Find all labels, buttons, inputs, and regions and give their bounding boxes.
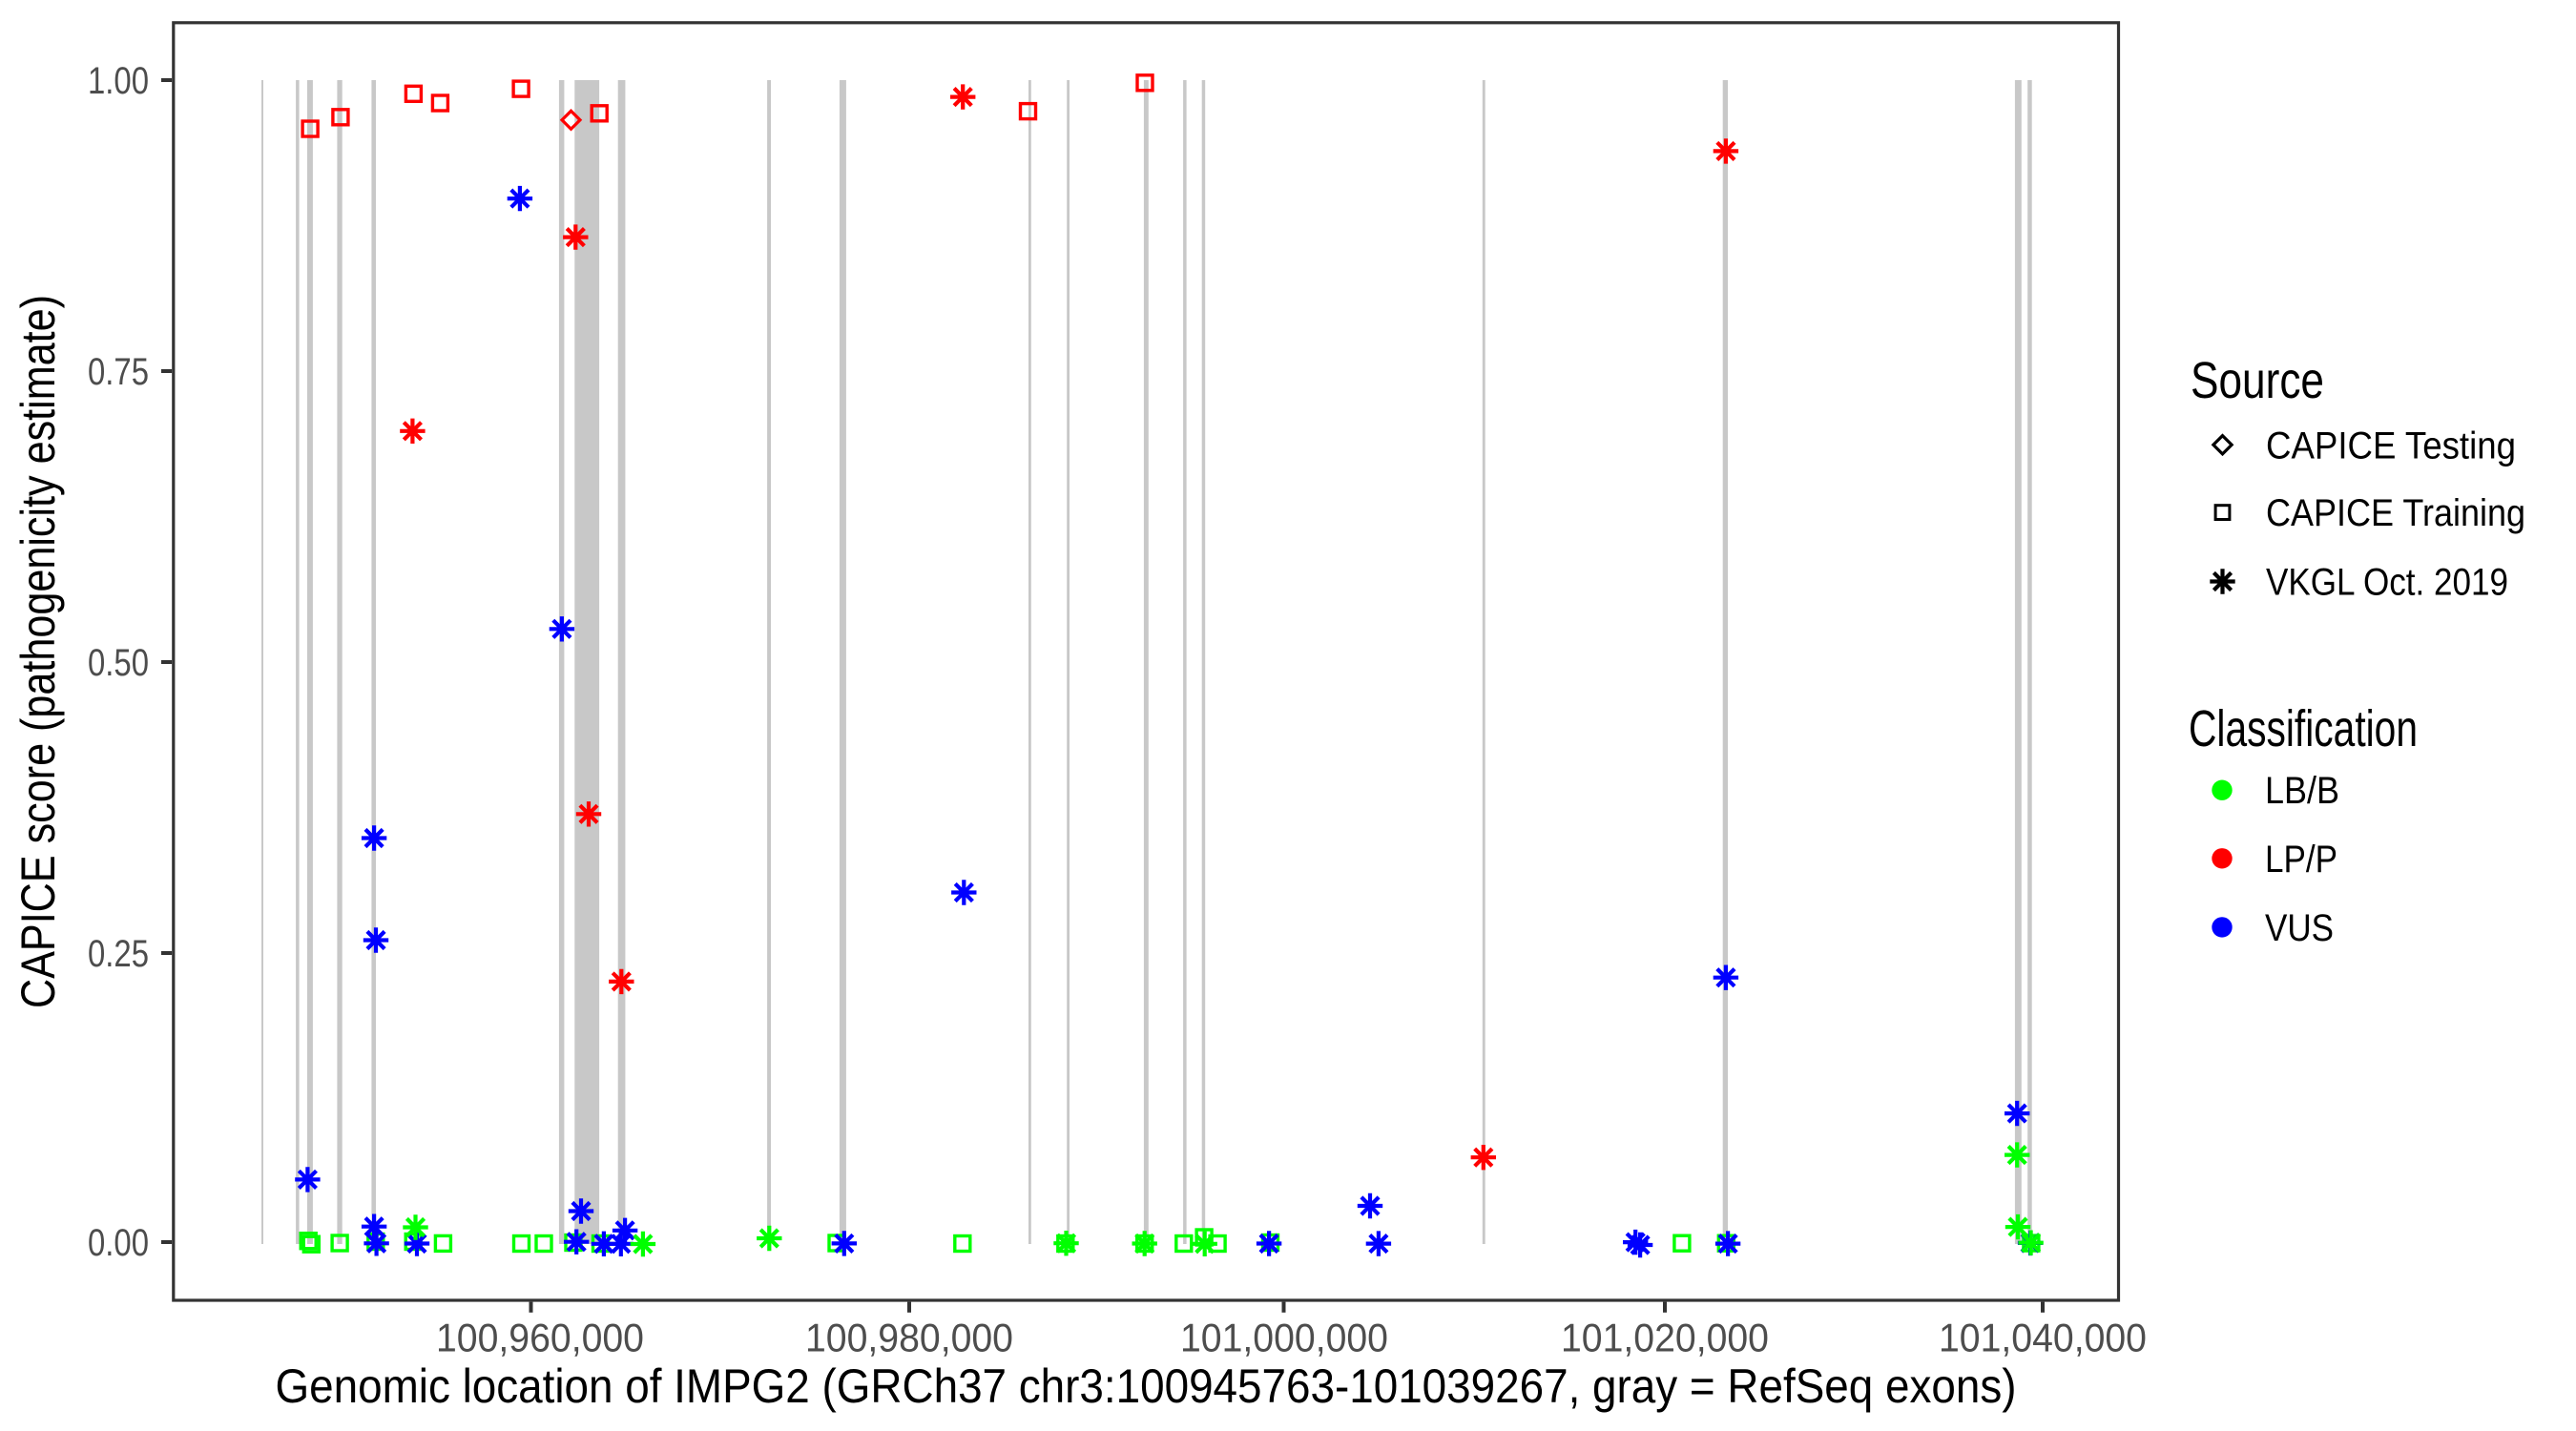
svg-text:CAPICE Training: CAPICE Training bbox=[2266, 492, 2525, 534]
svg-text:100,960,000: 100,960,000 bbox=[436, 1316, 644, 1360]
svg-text:0.50: 0.50 bbox=[88, 642, 149, 684]
svg-text:CAPICE score (pathogenicity es: CAPICE score (pathogenicity estimate) bbox=[11, 295, 65, 1008]
svg-text:0.00: 0.00 bbox=[88, 1222, 149, 1264]
svg-text:1.00: 1.00 bbox=[88, 60, 149, 102]
svg-text:0.75: 0.75 bbox=[88, 351, 149, 393]
svg-text:Genomic location of IMPG2 (GRC: Genomic location of IMPG2 (GRCh37 chr3:1… bbox=[276, 1359, 2017, 1413]
svg-text:LP/P: LP/P bbox=[2265, 839, 2337, 881]
svg-text:0.25: 0.25 bbox=[88, 933, 149, 975]
svg-text:Classification: Classification bbox=[2189, 700, 2418, 757]
svg-text:VUS: VUS bbox=[2265, 907, 2334, 949]
svg-text:CAPICE Testing: CAPICE Testing bbox=[2266, 425, 2516, 467]
svg-text:LB/B: LB/B bbox=[2265, 770, 2339, 812]
svg-text:Source: Source bbox=[2191, 352, 2324, 409]
svg-text:101,000,000: 101,000,000 bbox=[1180, 1316, 1388, 1360]
svg-text:101,020,000: 101,020,000 bbox=[1561, 1316, 1769, 1360]
svg-text:100,980,000: 100,980,000 bbox=[805, 1316, 1013, 1360]
svg-text:VKGL Oct. 2019: VKGL Oct. 2019 bbox=[2266, 562, 2508, 604]
svg-text:101,040,000: 101,040,000 bbox=[1939, 1316, 2147, 1360]
